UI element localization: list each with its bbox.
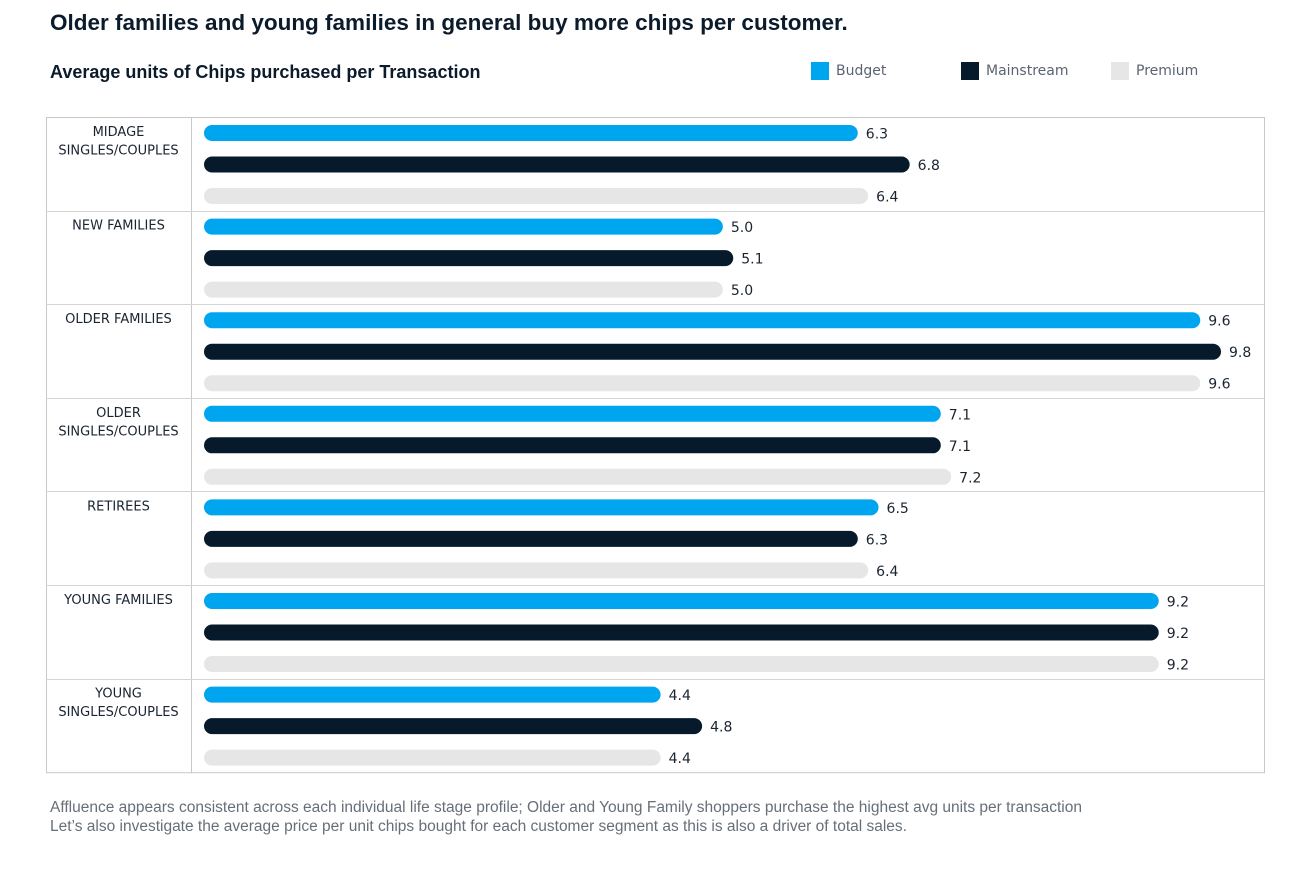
category-label-older-singles-couples: OLDER SINGLES/COUPLES [58,406,178,440]
bar-retirees-budget [204,499,879,516]
value-label-young-families-premium: 9.2 [1167,658,1189,674]
value-label-retirees-mainstream: 6.3 [866,532,888,548]
value-label-older-families-premium: 9.6 [1208,377,1230,393]
bar-young-families-premium [204,656,1159,672]
value-label-young-singles-couples-premium: 4.4 [669,751,691,767]
legend-item-mainstream: Mainstream [961,62,1068,80]
category-label-young-families: YOUNG FAMILIES [63,593,173,608]
value-label-midage-singles-couples-budget: 6.3 [866,127,888,143]
footnote-2: Let’s also investigate the average price… [50,818,907,835]
bar-midage-singles-couples-mainstream [204,156,910,173]
bar-older-families-mainstream [204,343,1221,360]
bar-retirees-premium [204,562,869,579]
legend-label-premium: Premium [1136,63,1199,79]
bar-older-families-premium [204,375,1201,392]
value-label-young-families-budget: 9.2 [1167,595,1189,611]
value-label-new-families-premium: 5.0 [731,283,753,299]
bar-young-singles-couples-mainstream [204,718,703,735]
value-label-midage-singles-couples-premium: 6.4 [876,190,898,206]
footnote-1: Affluence appears consistent across each… [50,799,1082,816]
bar-new-families-premium [204,281,723,298]
value-label-new-families-budget: 5.0 [731,220,753,236]
headline: Older families and young families in gen… [50,10,848,35]
value-label-older-families-mainstream: 9.8 [1229,345,1251,361]
legend-swatch-premium [1111,62,1129,80]
category-label-older-families: OLDER FAMILIES [65,312,172,327]
value-label-young-singles-couples-mainstream: 4.8 [710,720,732,736]
bar-retirees-mainstream [204,530,858,547]
bar-older-singles-couples-budget [204,405,941,422]
value-label-older-singles-couples-budget: 7.1 [949,407,971,423]
chart-title: Average units of Chips purchased per Tra… [50,62,481,82]
value-label-young-families-mainstream: 9.2 [1167,626,1189,642]
bar-young-families-mainstream [204,624,1159,641]
value-label-retirees-budget: 6.5 [887,501,909,517]
value-label-young-singles-couples-budget: 4.4 [669,688,691,704]
value-label-older-singles-couples-premium: 7.2 [959,470,981,486]
bar-older-families-budget [204,312,1201,329]
bar-young-families-budget [204,593,1159,609]
category-label-midage-singles-couples: MIDAGE SINGLES/COUPLES [58,125,178,159]
legend-item-budget: Budget [811,62,886,80]
legend-swatch-mainstream [961,62,979,80]
bar-new-families-mainstream [204,250,734,267]
bar-older-singles-couples-mainstream [204,437,941,454]
value-label-older-families-budget: 9.6 [1208,314,1230,330]
bar-young-singles-couples-premium [204,749,661,766]
value-label-older-singles-couples-mainstream: 7.1 [949,439,971,455]
bar-new-families-budget [204,218,723,235]
legend-label-budget: Budget [836,63,887,79]
bar-midage-singles-couples-premium [204,188,869,204]
category-label-new-families: NEW FAMILIES [72,219,165,234]
category-label-young-singles-couples: YOUNG SINGLES/COUPLES [58,687,178,721]
category-label-retirees: RETIREES [87,499,150,514]
bar-older-singles-couples-premium [204,468,952,485]
bar-young-singles-couples-budget [204,686,661,703]
value-label-new-families-mainstream: 5.1 [741,252,763,268]
legend-item-premium: Premium [1111,62,1198,80]
chart-frame [46,117,1265,774]
value-label-midage-singles-couples-mainstream: 6.8 [918,158,940,174]
bar-midage-singles-couples-budget [204,125,858,141]
legend-swatch-budget [811,62,829,80]
legend-label-mainstream: Mainstream [986,63,1069,79]
value-label-retirees-premium: 6.4 [876,564,898,580]
